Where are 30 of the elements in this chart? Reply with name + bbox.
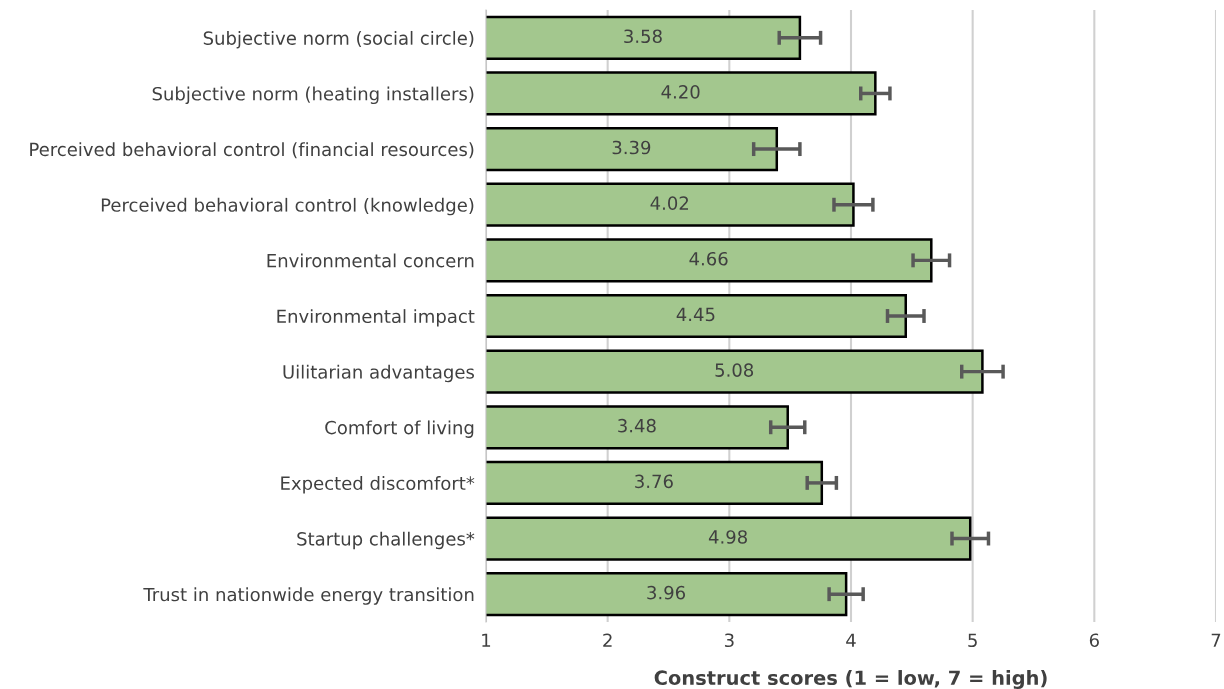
x-tick-label: 1 — [482, 633, 491, 647]
y-tick-label: Expected discomfort* — [281, 476, 475, 494]
x-axis-title: Construct scores (1 = low, 7 = high) — [654, 670, 1047, 689]
y-tick-label: Subjective norm (heating installers) — [152, 86, 474, 105]
data-label: 4.45 — [676, 307, 715, 322]
data-label: 3.96 — [647, 585, 686, 600]
y-tick-label: Subjective norm (social circle) — [203, 30, 474, 49]
y-tick-label: Environmental impact — [277, 309, 475, 327]
y-tick-label: Perceived behavioral control (knowledge) — [101, 197, 474, 216]
x-tick-label: 4 — [846, 633, 856, 647]
x-tick-label: 6 — [1089, 633, 1099, 648]
data-label: 3.48 — [618, 418, 656, 433]
data-label: 3.76 — [635, 474, 673, 489]
y-tick-label: Environmental concern — [267, 253, 474, 268]
data-label: 3.58 — [624, 29, 662, 44]
data-label: 4.02 — [650, 196, 689, 210]
y-tick-label: Uilitarian advantages — [283, 364, 475, 383]
y-tick-label: Comfort of living — [325, 420, 474, 438]
y-tick-label: Perceived behavioral control (financial resources) — [30, 142, 474, 159]
data-label: 4.20 — [661, 85, 700, 99]
data-label: 4.66 — [689, 251, 728, 266]
data-label: 5.08 — [715, 363, 754, 377]
data-label: 4.98 — [708, 530, 747, 544]
data-label: 3.39 — [612, 140, 651, 155]
x-tick-label: 5 — [968, 633, 977, 648]
x-tick-label: 2 — [603, 633, 612, 647]
x-tick-label: 3 — [724, 633, 734, 648]
y-tick-label: Trust in nationwide energy transition — [143, 587, 474, 605]
x-tick-label: 7 — [1211, 633, 1221, 647]
y-tick-label: Startup challenges* — [297, 531, 475, 550]
